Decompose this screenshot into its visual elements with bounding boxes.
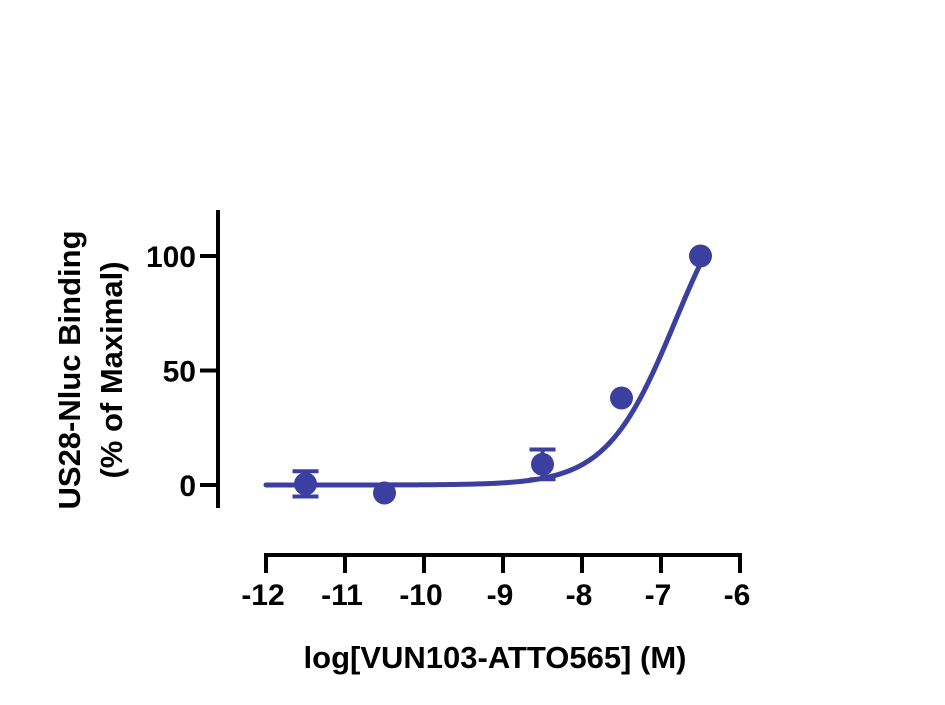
data-point [689,244,712,268]
x-tick-label: -6 [724,579,751,612]
data-point [531,452,554,476]
data-point [373,481,396,505]
y-tick-label: 0 [179,470,196,503]
x-tick-label: -10 [399,579,442,612]
fit-curve [263,261,703,488]
x-axis-title: log[VUN103-ATTO565] (M) [304,640,687,675]
y-axis-title-line-2: (% of Maximal) [94,261,129,478]
y-axis-title-line-1: US28-Nluc Binding [52,230,87,509]
data-point [610,386,633,410]
x-tick-label: -8 [566,579,593,612]
data-point [294,472,317,496]
x-tick-label: -7 [645,579,672,612]
x-tick-label: -9 [487,579,514,612]
x-tick-label: -11 [321,579,363,612]
y-tick-label: 50 [163,356,196,389]
x-tick-label: -12 [241,579,284,612]
y-tick-label: 100 [146,241,196,274]
x-axis-ticks: -12 -11 -10 -9 -8 -7 -6 [241,555,750,612]
y-axis-ticks: 0 50 100 [146,241,218,503]
data-points [292,244,712,505]
